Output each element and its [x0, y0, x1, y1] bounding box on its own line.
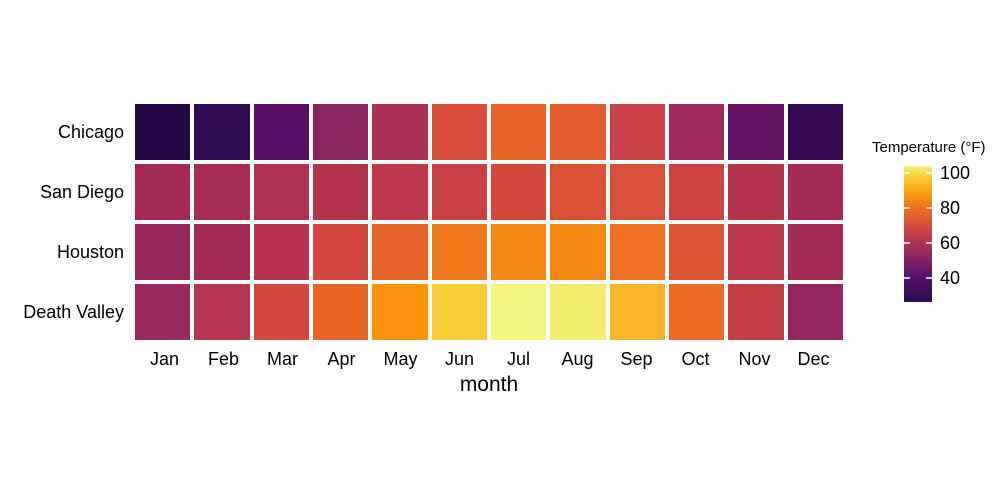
heatmap-cell-death-valley-jul — [490, 284, 547, 340]
x-axis-label-dec: Dec — [797, 349, 830, 369]
x-axis-label-nov: Nov — [738, 349, 771, 369]
heatmap-cell-houston-apr — [312, 224, 369, 280]
heatmap-cell-san-diego-may — [372, 164, 428, 220]
heatmap-cell-houston-mar — [253, 224, 309, 280]
x-axis-label-mar: Mar — [267, 349, 298, 369]
heatmap-cell-chicago-jun — [431, 104, 487, 160]
legend-tick-mark-60 — [904, 241, 910, 244]
heatmap-cell-chicago-mar — [253, 104, 309, 160]
legend-tick-label-60: 60 — [940, 232, 961, 253]
heatmap-cell-houston-nov — [728, 224, 784, 280]
heatmap-cell-death-valley-jan — [135, 284, 191, 340]
legend-tick-mark-100 — [904, 171, 910, 174]
x-axis-label-feb: Feb — [207, 349, 240, 369]
heatmap-cell-death-valley-nov — [728, 284, 784, 340]
heatmap-cell-houston-jul — [490, 224, 547, 280]
legend-title: Temperature (°F) — [872, 139, 986, 156]
heatmap-cell-death-valley-dec — [787, 284, 843, 340]
heatmap-cell-san-diego-apr — [312, 164, 369, 220]
heatmap-cell-san-diego-dec — [787, 164, 843, 220]
y-axis-label-death-valley: Death Valley — [23, 302, 124, 322]
x-axis-label-sep: Sep — [620, 349, 653, 369]
heatmap-cell-chicago-apr — [312, 104, 369, 160]
heatmap-cell-houston-dec — [787, 224, 843, 280]
heatmap-cell-houston-jan — [135, 224, 191, 280]
legend-tick-label-80: 80 — [940, 197, 961, 218]
heatmap-cell-san-diego-feb — [194, 164, 250, 220]
heatmap-cell-san-diego-jun — [431, 164, 487, 220]
heatmap-cell-san-diego-oct — [668, 164, 725, 220]
heatmap-cell-death-valley-jun — [431, 284, 487, 340]
legend-colorbar — [904, 166, 932, 302]
heatmap-cell-death-valley-oct — [668, 284, 725, 340]
legend-tick-mark-40 — [926, 276, 932, 279]
heatmap-cell-chicago-feb — [194, 104, 250, 160]
x-axis-label-oct: Oct — [681, 349, 710, 369]
heatmap-cell-chicago-dec — [787, 104, 843, 160]
heatmap-cell-houston-jun — [431, 224, 487, 280]
heatmap-cell-chicago-sep — [609, 104, 665, 160]
legend-tick-mark-100 — [926, 171, 932, 174]
heatmap-cell-houston-oct — [668, 224, 725, 280]
heatmap-cell-chicago-jul — [490, 104, 547, 160]
x-axis-label-may: May — [383, 349, 418, 369]
y-axis-labels: Chicago San Diego Houston Death Valley — [0, 104, 124, 340]
heatmap-cell-houston-aug — [550, 224, 606, 280]
heatmap-cell-death-valley-aug — [550, 284, 606, 340]
x-axis-label-aug: Aug — [561, 349, 594, 369]
heatmap-cell-chicago-oct — [668, 104, 725, 160]
x-axis-label-jan: Jan — [149, 349, 180, 369]
heatmap-cell-san-diego-mar — [253, 164, 309, 220]
legend-tick-label-40: 40 — [940, 267, 961, 288]
heatmap-cell-san-diego-jan — [135, 164, 191, 220]
heatmap-cell-houston-feb — [194, 224, 250, 280]
heatmap-cell-death-valley-apr — [312, 284, 369, 340]
y-axis-label-san-diego: San Diego — [39, 182, 124, 202]
heatmap-cell-death-valley-may — [372, 284, 428, 340]
heatmap-cell-houston-may — [372, 224, 428, 280]
heatmap-cell-san-diego-sep — [609, 164, 665, 220]
x-axis-label-jul: Jul — [506, 349, 530, 369]
heatmap-cell-chicago-nov — [728, 104, 784, 160]
x-axis-labels: Jan Feb Mar Apr May Jun Jul Aug Sep Oct Nov Dec — [135, 350, 843, 368]
heatmap-cell-death-valley-mar — [253, 284, 309, 340]
heatmap-cell-death-valley-sep — [609, 284, 665, 340]
heatmap-cell-houston-sep — [609, 224, 665, 280]
legend-tick-label-100: 100 — [940, 162, 971, 183]
heatmap-cell-san-diego-nov — [728, 164, 784, 220]
y-axis-label-chicago: Chicago — [57, 122, 124, 142]
heatmap-cell-chicago-jan — [135, 104, 191, 160]
heatmap-grid — [135, 104, 843, 340]
heatmap-cell-san-diego-jul — [490, 164, 547, 220]
legend-tick-mark-80 — [904, 206, 910, 209]
heatmap-cell-death-valley-feb — [194, 284, 250, 340]
y-axis-label-houston: Houston — [56, 242, 124, 262]
heatmap-cell-chicago-may — [372, 104, 428, 160]
legend-tick-mark-40 — [904, 276, 910, 279]
legend-tick-mark-80 — [926, 206, 932, 209]
legend-tick-mark-60 — [926, 241, 932, 244]
heatmap-cell-san-diego-aug — [550, 164, 606, 220]
x-axis-label-jun: Jun — [444, 349, 475, 369]
x-axis-title: month — [459, 373, 519, 396]
heatmap-cell-chicago-aug — [550, 104, 606, 160]
x-axis-label-apr: Apr — [327, 349, 356, 369]
